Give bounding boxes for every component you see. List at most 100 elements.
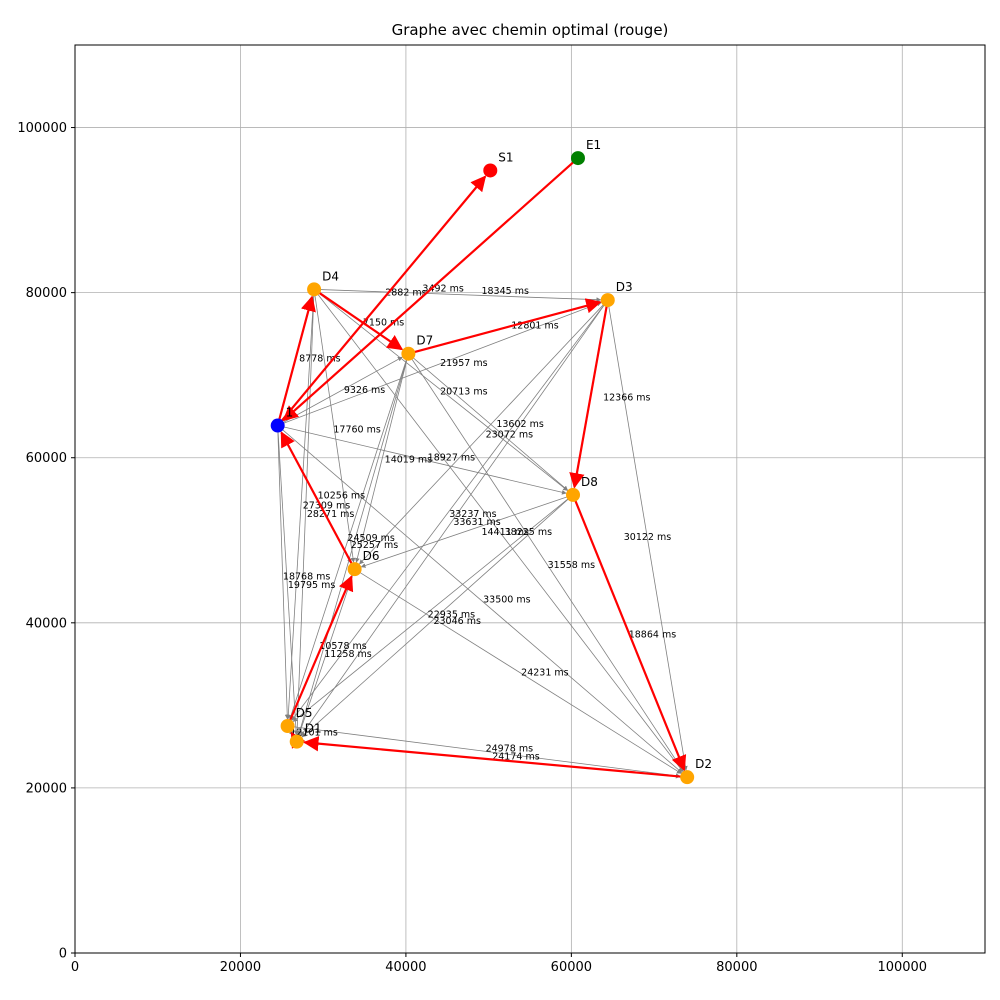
optimal-path-edge [313, 288, 404, 351]
graph-edge [287, 725, 681, 779]
edge-weight-label: 23072 ms [486, 430, 533, 441]
edge-weight-label: 33631 ms [453, 517, 500, 528]
chart-title: Graphe avec chemin optimal (rouge) [392, 21, 669, 39]
optimal-path-edge [569, 299, 609, 489]
node-label-s1: S1 [498, 150, 513, 164]
node-label-d8: D8 [581, 475, 598, 489]
y-tick-label: 0 [59, 947, 67, 962]
node-marker-d5 [280, 719, 295, 733]
edge-weight-label: 24174 ms [492, 752, 539, 763]
graph-edge [277, 301, 602, 426]
edge-weight-label: 25257 ms [351, 540, 398, 551]
y-tick-label: 40000 [26, 616, 67, 631]
edge-weight-label: 22935 ms [428, 610, 475, 621]
edge-weight-label: 11258 ms [324, 649, 371, 660]
graph-edge [277, 425, 567, 495]
y-tick-label: 20000 [26, 781, 67, 796]
edge-weight-label: 13602 ms [496, 419, 543, 430]
node-label-d7: D7 [416, 334, 433, 348]
graph-edge [408, 353, 684, 772]
plot-frame [74, 44, 986, 954]
edge-weight-label: 14411 ms [481, 527, 528, 538]
edge-weight-label: 14019 ms [385, 454, 432, 465]
optimal-path-edge [282, 157, 579, 422]
edge-weight-label: 27309 ms [303, 501, 350, 512]
graph-edge [277, 425, 290, 720]
edge-weight-label: 24231 ms [521, 667, 568, 678]
edge-weight-label: 3492 ms [422, 284, 463, 295]
edge-weight-label: 7150 ms [363, 317, 404, 328]
graph-edge [354, 568, 682, 774]
optimal-path-edge [408, 298, 602, 355]
edge-weight-label: 9326 ms [344, 385, 385, 396]
x-tick-label: 60000 [551, 960, 592, 975]
edge-weight-label: 30122 ms [624, 532, 671, 543]
edge-weight-label: 12801 ms [511, 321, 558, 332]
graph-edge [291, 299, 609, 721]
edge-weight-label: 18768 ms [283, 572, 330, 583]
graph-edge [607, 299, 688, 771]
node-marker-d7 [401, 346, 416, 361]
node-label-d6: D6 [363, 549, 380, 563]
edge-weight-label: 10578 ms [319, 641, 366, 652]
node-label-d4: D4 [322, 269, 339, 283]
edge-weight-label: 24978 ms [486, 743, 533, 754]
graph-edge [277, 425, 299, 736]
edge-weight-label: 18345 ms [481, 286, 528, 297]
optimal-path-edge [303, 735, 688, 779]
graph-edge [297, 353, 409, 736]
optimal-path-edge [280, 431, 356, 570]
node-label-d1: D1 [305, 722, 322, 736]
node-marker-h1 [270, 418, 285, 433]
graph-edge [314, 288, 602, 303]
edge-weight-label: 18864 ms [629, 629, 676, 640]
edge-weight-label: 20713 ms [440, 387, 487, 398]
edge-weight-label: 2882 ms [385, 288, 426, 299]
edge-weight-label: 8778 ms [299, 354, 340, 365]
optimal-path-edge [276, 295, 316, 426]
edge-weight-label: 12366 ms [603, 392, 650, 403]
x-tick-label: 0 [71, 960, 79, 975]
y-tick-label: 60000 [26, 451, 67, 466]
edge-weight-label: 17760 ms [333, 425, 380, 436]
graph-edge [300, 299, 609, 737]
edge-weight-label: 24509 ms [347, 533, 394, 544]
node-marker-d8 [566, 487, 581, 502]
node-marker-e1 [570, 151, 585, 166]
node-label-d3: D3 [616, 280, 633, 294]
node-marker-d1 [289, 734, 304, 749]
edge-weight-label: 23046 ms [433, 616, 480, 627]
graph-edge [292, 494, 574, 722]
x-tick-label: 80000 [716, 960, 757, 975]
graph-edge [298, 569, 355, 736]
graph-edge [355, 353, 409, 563]
graph-edge [288, 353, 409, 720]
node-label-e1: E1 [586, 138, 601, 152]
nodes-layer [270, 151, 695, 785]
edge-weight-label: 33237 ms [449, 509, 496, 520]
graph-edge [294, 289, 315, 736]
edge-weight-label: 28271 ms [307, 509, 354, 520]
edge-weight-label: 38225 ms [505, 527, 552, 538]
node-marker-s1 [483, 163, 498, 178]
edge-weight-label: 12101 ms [290, 728, 337, 739]
x-tick-label: 40000 [385, 960, 426, 975]
graph-edge [285, 289, 315, 720]
graph-edge [277, 425, 683, 773]
x-tick-label: 100000 [877, 960, 927, 975]
optimal-path-edge [276, 175, 487, 427]
edge-weight-label: 21957 ms [440, 358, 487, 369]
optimal-path-edge [286, 575, 354, 727]
node-labels-layer: S1 E1 D4 D3 D7 1 D8 D6 D5 D1 D2 [286, 138, 712, 771]
y-tick-label: 80000 [26, 286, 67, 301]
axis-ticks: 0 20000 40000 60000 80000 100000 0 20000 40000 60… [17, 121, 927, 975]
optimal-path-layer [276, 157, 688, 779]
edge-weight-label: 33500 ms [483, 595, 530, 606]
node-marker-d4 [307, 282, 322, 297]
graph-edge [408, 353, 569, 491]
node-label-h1: 1 [286, 406, 294, 420]
edge-weight-label: 18927 ms [428, 453, 475, 464]
graph-edge [313, 289, 568, 491]
edge-weight-label: 10256 ms [318, 491, 365, 502]
